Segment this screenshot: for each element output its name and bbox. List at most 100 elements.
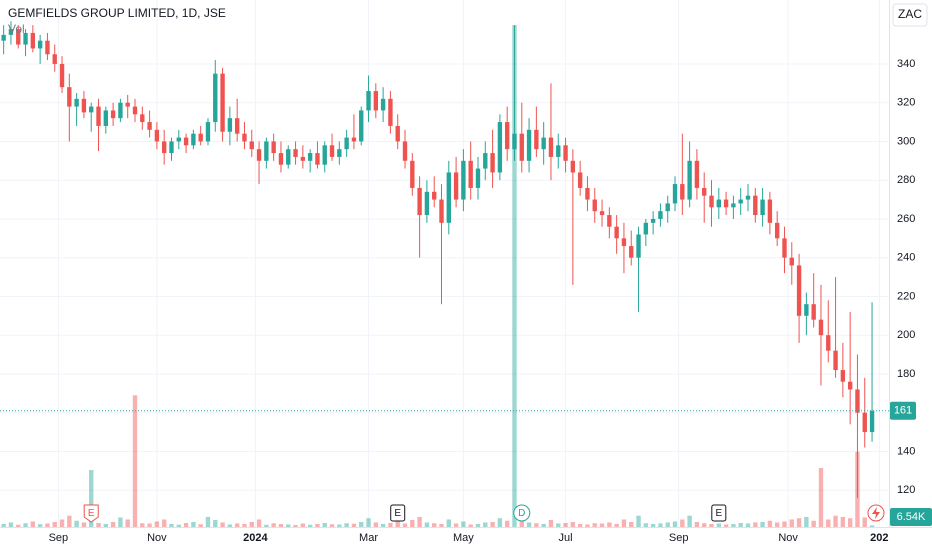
volume-bar [256,519,262,527]
candle-body [176,137,181,142]
candle-body [337,149,342,157]
candle-body [760,199,765,216]
candle-body [198,133,203,142]
candle-body [577,172,583,188]
volume-bar [680,519,685,527]
candle-body [96,106,101,126]
volume-bar [629,521,634,527]
volume-bar [694,521,700,527]
candle-body [278,153,284,165]
y-tick-label: 340 [897,58,915,70]
x-tick-label: 2024 [243,532,268,544]
candle-body [716,199,721,208]
event-label: D [518,508,525,519]
candle-body [424,191,430,216]
candle-body [169,141,174,154]
candle-body [81,98,87,113]
volume-bar [519,519,524,527]
candle-body [483,153,488,169]
candle-body [548,137,554,157]
currency-box[interactable] [892,3,928,27]
candle-body [738,199,743,204]
volume-bar [23,523,28,527]
candle-body [45,40,50,55]
volume-bar [169,523,174,527]
volume-bar [417,516,422,527]
volume-bar [359,521,364,527]
volume-bar [439,523,444,527]
volume-bar [366,518,371,527]
candle-body [30,32,36,49]
volume-bar [8,522,14,527]
volume-bar [840,516,846,527]
volume-bar [227,524,233,527]
volume-bar [731,523,736,527]
volume-bar [556,523,561,527]
last-price-label: 161 [894,405,912,417]
volume-bar [45,523,50,527]
volume-bar [512,25,517,527]
candle-body [315,153,320,165]
flash-event[interactable] [867,504,885,522]
volume-bar [176,524,181,527]
volume-bar [468,524,473,527]
event-marker[interactable]: E [83,504,99,523]
volume-bar [709,523,714,527]
volume-bar [767,520,773,527]
candle-body [234,118,240,134]
candle-body [534,129,539,150]
volume-bar [534,523,539,527]
candle-body [351,137,357,142]
candle-body [439,199,444,223]
candle-body [264,141,269,161]
candle-body [818,319,824,336]
volume-bar [818,468,824,527]
volume-bar [286,524,291,527]
event-badge [83,504,99,523]
volume-bar [753,522,758,527]
volume-bar [89,470,94,527]
volume-bar [665,522,670,527]
volume-bar [351,523,357,527]
candle-body [665,203,670,212]
candle-body [300,156,306,161]
candle-body [293,149,298,157]
volume-bar [213,519,218,527]
volume-title: Vol [8,22,25,36]
candle-body [417,187,422,216]
volume-bar [723,524,729,527]
candle-body [694,160,700,188]
volume-bar [636,515,641,527]
event-marker[interactable]: D [513,504,531,522]
candle-body [767,199,773,223]
candle-body [410,160,415,188]
candle-body [621,238,627,247]
x-tick-label: Sep [669,532,689,544]
volume-bar [643,523,649,527]
event-marker[interactable]: E [711,504,727,522]
volume-bar [380,523,386,527]
candle-body [286,149,291,165]
candle-body [446,172,451,223]
candle-body [636,234,641,258]
volume-bar [869,525,875,527]
candle-body [789,257,794,266]
candle-body [242,133,247,142]
event-marker[interactable]: E [390,504,406,522]
volume-bar [234,523,240,527]
y-tick-label: 240 [897,252,915,264]
volume-bar [424,522,430,527]
last-price-box [890,401,916,420]
volume-bar [1,523,6,527]
candle-body [468,160,473,188]
candle-body [432,191,437,200]
candle-body [395,125,400,142]
volume-bar [132,395,138,527]
volume-bar [278,523,284,527]
event-badge [513,504,531,522]
candle-body [804,304,809,316]
volume-bar [446,519,451,527]
y-tick-label: 200 [897,329,915,341]
candle-body [519,133,524,161]
candle-body [556,145,561,157]
